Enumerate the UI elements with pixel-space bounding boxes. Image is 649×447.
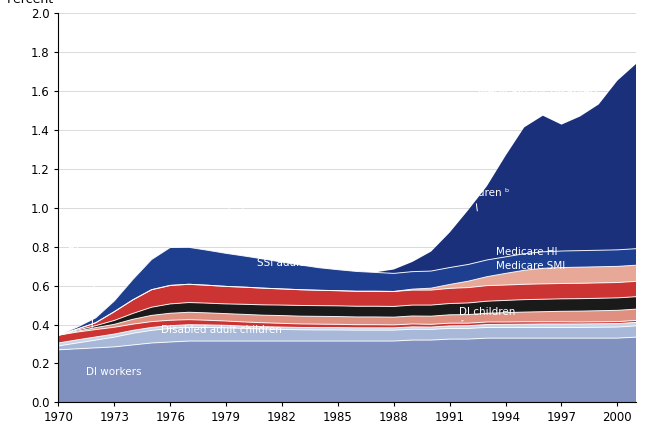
Text: Disabled adult children: Disabled adult children [161,325,282,335]
Text: Medicaid for disabled ᵃ: Medicaid for disabled ᵃ [478,87,605,97]
Text: DI workers: DI workers [86,367,142,377]
Text: Medicare HI: Medicare HI [496,247,557,257]
Text: SSI adults 18–64: SSI adults 18–64 [257,258,344,268]
Text: SSI children ᵇ: SSI children ᵇ [441,188,509,211]
Text: Disabled widow(er)s: Disabled widow(er)s [145,200,251,236]
Text: Percent: Percent [6,0,54,6]
Text: DI spouses: DI spouses [67,247,125,328]
Text: DI children: DI children [459,307,515,321]
Text: Medicare SMI: Medicare SMI [496,261,565,271]
